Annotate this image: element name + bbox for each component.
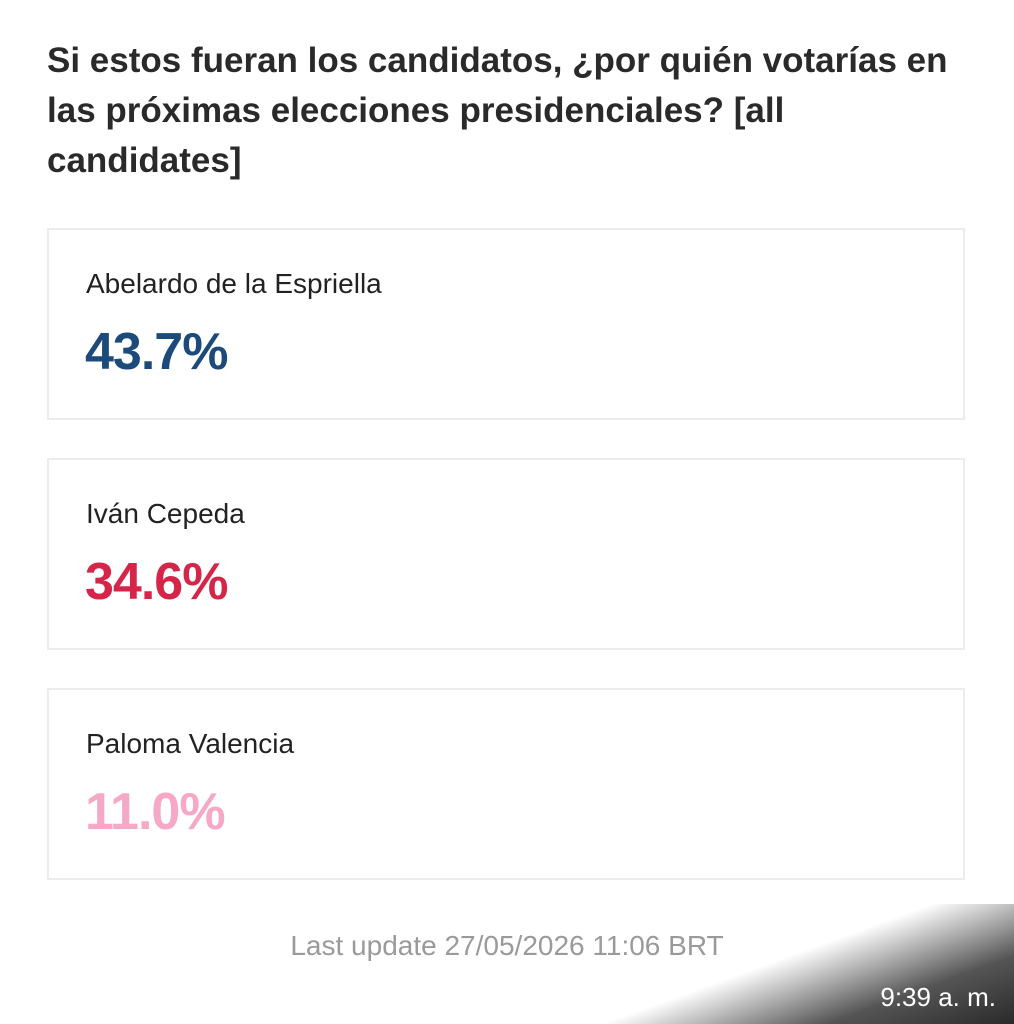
candidate-card: Abelardo de la Espriella 43.7%: [47, 228, 965, 420]
status-time: 9:39 a. m.: [880, 982, 996, 1012]
candidate-name: Abelardo de la Espriella: [86, 268, 382, 299]
candidate-value: 11.0%: [85, 783, 226, 841]
candidate-card: Paloma Valencia 11.0%: [47, 688, 965, 880]
candidate-value: 34.6%: [85, 553, 228, 611]
candidate-name: Iván Cepeda: [86, 498, 245, 529]
question-title: Si estos fueran los candidatos, ¿por qui…: [47, 41, 948, 180]
status-shade: [594, 904, 1014, 1024]
candidate-name: Paloma Valencia: [86, 728, 295, 759]
candidate-card: Iván Cepeda 34.6%: [47, 458, 965, 650]
candidate-value: 43.7%: [85, 323, 228, 381]
